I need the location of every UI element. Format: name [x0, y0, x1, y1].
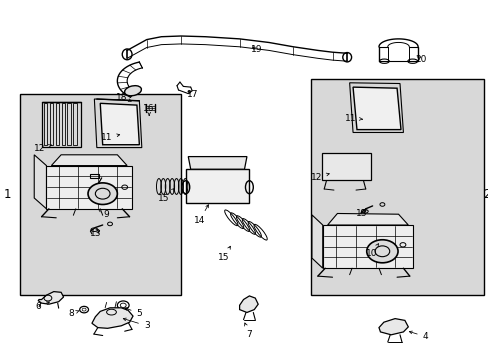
Bar: [321, 153, 370, 180]
Text: 19: 19: [250, 45, 262, 54]
Polygon shape: [34, 155, 46, 209]
Text: 15: 15: [218, 246, 230, 262]
Polygon shape: [38, 292, 63, 304]
Polygon shape: [51, 155, 127, 166]
Bar: [56, 103, 59, 145]
Ellipse shape: [366, 240, 397, 263]
Polygon shape: [188, 157, 246, 169]
Polygon shape: [327, 213, 407, 225]
Text: 12: 12: [310, 173, 328, 181]
Text: 18: 18: [115, 93, 131, 102]
Bar: [20, 94, 181, 295]
Polygon shape: [239, 296, 258, 312]
Bar: [61, 103, 65, 145]
Bar: [90, 174, 99, 178]
Text: 7: 7: [244, 323, 252, 338]
Polygon shape: [100, 103, 139, 145]
Text: 1: 1: [3, 188, 11, 201]
Text: 5: 5: [124, 307, 142, 318]
Bar: [41, 102, 81, 147]
Text: 6: 6: [35, 302, 49, 311]
Polygon shape: [185, 169, 249, 203]
Text: 16: 16: [143, 104, 155, 116]
Polygon shape: [322, 225, 412, 268]
Text: 14: 14: [193, 205, 208, 225]
Text: 17: 17: [187, 90, 199, 99]
Text: 13: 13: [90, 229, 102, 238]
Text: 11: 11: [101, 133, 120, 142]
Text: 12: 12: [34, 144, 51, 153]
Text: 20: 20: [415, 55, 427, 64]
Bar: [50, 103, 53, 145]
Ellipse shape: [88, 183, 117, 204]
Polygon shape: [352, 87, 400, 130]
Bar: [310, 79, 483, 295]
Polygon shape: [311, 215, 322, 268]
Polygon shape: [378, 319, 407, 335]
Bar: [44, 103, 47, 145]
Text: 15: 15: [158, 189, 174, 203]
Text: 13: 13: [355, 209, 367, 217]
Text: 8: 8: [68, 309, 79, 318]
Polygon shape: [92, 308, 133, 328]
Bar: [67, 103, 71, 145]
Text: 11: 11: [345, 113, 362, 122]
Ellipse shape: [124, 86, 141, 96]
Text: 10: 10: [365, 244, 378, 258]
Polygon shape: [46, 166, 132, 209]
Text: 9: 9: [98, 209, 109, 219]
Text: 2: 2: [482, 188, 488, 201]
Text: 3: 3: [123, 318, 149, 330]
Bar: [73, 103, 77, 145]
Text: 4: 4: [408, 331, 427, 341]
